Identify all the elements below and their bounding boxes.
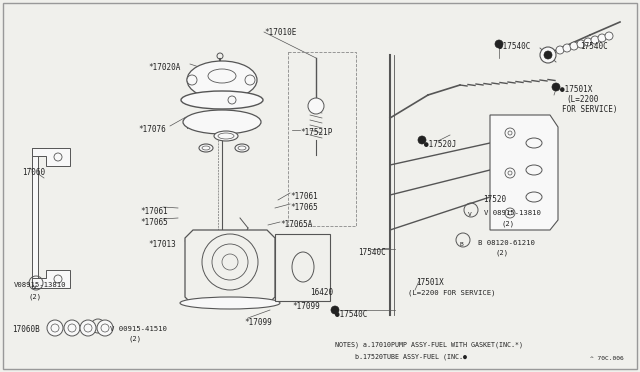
Text: (2): (2): [128, 336, 141, 343]
Text: (2): (2): [28, 294, 41, 301]
Ellipse shape: [180, 297, 280, 309]
Text: ●17501X: ●17501X: [560, 85, 593, 94]
Text: *17061: *17061: [290, 192, 317, 201]
Text: 17501X: 17501X: [416, 278, 444, 287]
Text: 16420: 16420: [310, 288, 333, 297]
Text: V 00915-41510: V 00915-41510: [110, 326, 167, 332]
Circle shape: [598, 34, 606, 42]
Text: *17010E: *17010E: [264, 28, 296, 37]
Circle shape: [331, 306, 339, 314]
Text: ●17540C: ●17540C: [498, 42, 531, 51]
Circle shape: [64, 320, 80, 336]
Circle shape: [544, 51, 552, 59]
Circle shape: [495, 40, 503, 48]
Text: (2): (2): [502, 220, 515, 227]
Text: B: B: [460, 242, 464, 247]
Ellipse shape: [181, 91, 263, 109]
Text: NOTES) a.17010PUMP ASSY-FUEL WITH GASKET(INC.*): NOTES) a.17010PUMP ASSY-FUEL WITH GASKET…: [335, 342, 523, 349]
Text: (L=2200: (L=2200: [566, 95, 598, 104]
Text: *17076: *17076: [138, 125, 166, 134]
Text: 17540C: 17540C: [358, 248, 386, 257]
Polygon shape: [32, 148, 46, 288]
Text: V 08915-13810: V 08915-13810: [484, 210, 541, 216]
Text: *17521P: *17521P: [300, 128, 332, 137]
Circle shape: [540, 47, 556, 63]
Circle shape: [556, 46, 564, 54]
Text: *17065: *17065: [140, 218, 168, 227]
Circle shape: [563, 44, 571, 52]
Text: V: V: [33, 285, 36, 290]
Text: b.17520TUBE ASSY-FUEL (INC.●: b.17520TUBE ASSY-FUEL (INC.●: [355, 354, 467, 360]
Ellipse shape: [199, 144, 213, 152]
Text: *17013: *17013: [148, 240, 176, 249]
Text: V: V: [468, 212, 472, 217]
Ellipse shape: [214, 131, 238, 141]
Circle shape: [187, 75, 197, 85]
Ellipse shape: [526, 165, 542, 175]
Text: *17099: *17099: [244, 318, 272, 327]
Ellipse shape: [235, 144, 249, 152]
Text: 17060B: 17060B: [12, 325, 40, 334]
Text: V08915-13810: V08915-13810: [14, 282, 67, 288]
Ellipse shape: [183, 110, 261, 134]
Ellipse shape: [526, 138, 542, 148]
Text: ^ 70C.006: ^ 70C.006: [590, 356, 624, 361]
Polygon shape: [490, 115, 558, 230]
Text: ●17520J: ●17520J: [424, 140, 456, 149]
Text: (2): (2): [496, 250, 509, 257]
Polygon shape: [185, 230, 275, 305]
Ellipse shape: [526, 192, 542, 202]
Circle shape: [47, 320, 63, 336]
Text: *17099: *17099: [292, 302, 320, 311]
Text: B 08120-61210: B 08120-61210: [478, 240, 535, 246]
Text: *17061: *17061: [140, 207, 168, 216]
Ellipse shape: [187, 61, 257, 99]
Text: FOR SERVICE): FOR SERVICE): [562, 105, 618, 114]
Text: ●17540C: ●17540C: [335, 310, 367, 319]
Circle shape: [605, 32, 613, 40]
Text: 17060: 17060: [22, 168, 45, 177]
Circle shape: [418, 136, 426, 144]
Circle shape: [584, 38, 592, 46]
Polygon shape: [32, 148, 70, 166]
Text: *17065A: *17065A: [280, 220, 312, 229]
Circle shape: [97, 320, 113, 336]
Circle shape: [570, 42, 578, 50]
Circle shape: [591, 36, 599, 44]
Circle shape: [80, 320, 96, 336]
Text: *17065: *17065: [290, 203, 317, 212]
Text: 17540C: 17540C: [580, 42, 608, 51]
Circle shape: [245, 75, 255, 85]
Polygon shape: [275, 234, 330, 301]
Polygon shape: [32, 270, 70, 288]
Text: (L=2200 FOR SERVICE): (L=2200 FOR SERVICE): [408, 290, 495, 296]
Circle shape: [577, 40, 585, 48]
Text: *17020A: *17020A: [148, 63, 180, 72]
Circle shape: [308, 98, 324, 114]
Bar: [288, 52, 356, 226]
Text: 17520: 17520: [483, 195, 506, 204]
Circle shape: [552, 83, 560, 91]
